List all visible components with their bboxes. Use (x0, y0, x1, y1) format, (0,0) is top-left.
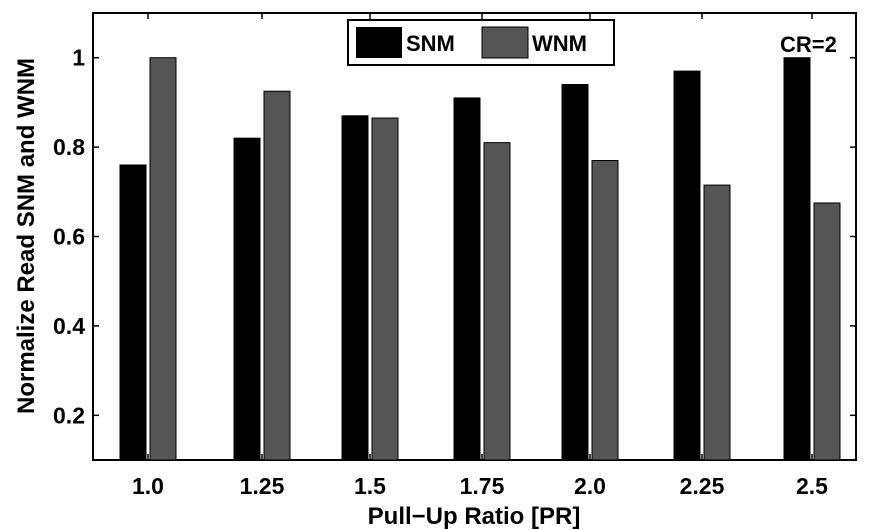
bar-snm-1.75 (453, 97, 481, 461)
bar-snm-2.25 (673, 70, 701, 461)
bar-wnm-1.5 (371, 117, 399, 461)
bar-snm-2.5 (783, 57, 811, 461)
bars-group (119, 57, 841, 461)
x-tick-label: 1.75 (460, 473, 505, 499)
y-tick-label: 0.8 (53, 134, 85, 160)
x-tick-label: 1.25 (240, 473, 285, 499)
x-tick-label: 2.25 (680, 473, 725, 499)
x-tick-label: 2.0 (574, 473, 606, 499)
x-tick-label: 1.5 (354, 473, 386, 499)
y-tick-label: 0.2 (53, 402, 85, 428)
legend-swatch-wnm (481, 26, 529, 59)
legend-swatch-snm (356, 27, 402, 58)
legend-label-wnm: WNM (532, 31, 587, 56)
bar-snm-2.0 (561, 84, 589, 461)
legend-label-snm: SNM (406, 31, 455, 56)
bar-wnm-1.75 (483, 142, 511, 461)
y-tick-label: 0.4 (53, 313, 85, 339)
bar-wnm-2.25 (703, 184, 731, 461)
y-tick-label: 1 (72, 45, 85, 71)
bar-snm-1.0 (119, 164, 147, 461)
bar-snm-1.5 (341, 115, 369, 461)
bar-wnm-1.0 (149, 57, 177, 461)
y-axis-label: Normalize Read SNM and WNM (13, 58, 40, 414)
x-tick-label: 1.0 (132, 473, 164, 499)
x-tick-label: 2.5 (796, 473, 828, 499)
x-axis-ticks: 1.0 1.25 1.5 1.75 2.0 2.25 2.5 (132, 13, 828, 499)
legend: SNM WNM (347, 19, 615, 66)
y-axis-ticks: 0.2 0.4 0.6 0.8 1 (53, 45, 856, 428)
bar-snm-1.25 (233, 137, 261, 461)
bar-wnm-1.25 (263, 90, 291, 461)
y-tick-label: 0.6 (53, 224, 85, 250)
bar-wnm-2.0 (591, 160, 619, 461)
x-axis-label: Pull−Up Ratio [PR] (368, 503, 581, 530)
bar-wnm-2.5 (813, 202, 841, 461)
cr-annotation: CR=2 (780, 32, 837, 57)
